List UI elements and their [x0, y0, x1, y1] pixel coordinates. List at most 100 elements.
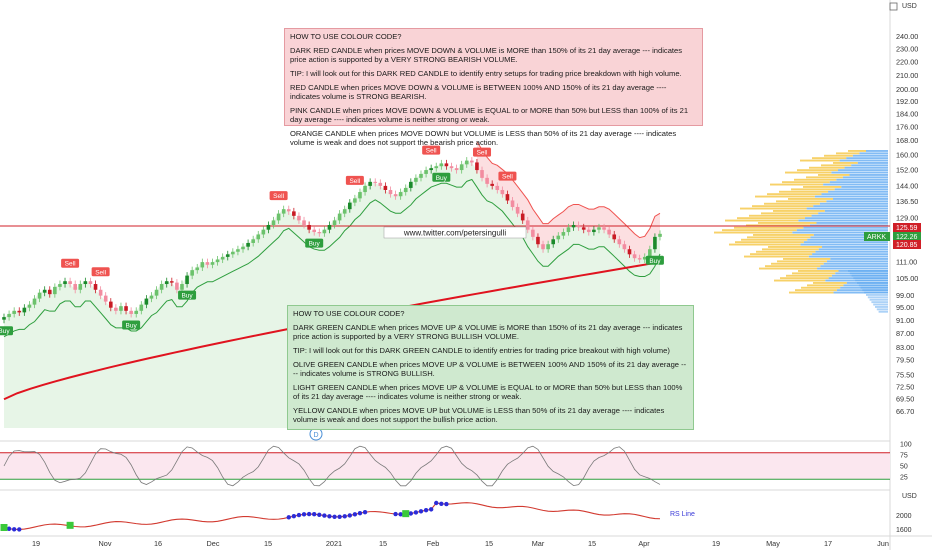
price-tick-label: 129.00 [896, 214, 918, 223]
watermark-box [383, 226, 527, 239]
price-axis[interactable]: 66.70 69.50 72.50 75.50 79.50 83.00 87.00 91.00… [896, 32, 918, 416]
candle-body [409, 181, 413, 188]
candle-body [124, 306, 128, 311]
vp-bar-up [836, 152, 860, 155]
vp-bar-down [867, 296, 888, 299]
time-axis[interactable]: 19 Nov 16 Dec 15 2021 15 Feb 15 Mar 15 Apr 19 May 17 Ju… [32, 539, 889, 548]
candle-body [464, 160, 469, 165]
candle-body [347, 202, 352, 210]
candle-body [658, 233, 662, 237]
candle-body [83, 281, 88, 285]
candle-body [47, 289, 52, 295]
vp-bar-down [829, 181, 888, 184]
rs-line [3, 502, 661, 530]
vp-bar-up [777, 260, 827, 263]
vp-bar-down [815, 250, 888, 253]
candle-body [73, 284, 77, 290]
vp-bar-down [851, 164, 888, 167]
candle-body [551, 239, 556, 245]
time-tick-label: 17 [824, 539, 832, 548]
vp-bar-up [771, 262, 824, 265]
rs-high-marker [17, 527, 22, 532]
candle-body [134, 310, 139, 314]
candle-body [587, 229, 591, 233]
bearish-legend-note: HOW TO USE COLOUR CODE? DARK RED CANDLE … [284, 28, 703, 147]
vp-bar-up [785, 171, 832, 174]
rs-tick-label: 1600 [896, 527, 912, 534]
candle-body [180, 284, 184, 290]
candle-body [434, 166, 439, 169]
candle-body [322, 229, 327, 234]
buy-signal-badge [0, 326, 13, 336]
vp-bar-down [818, 212, 888, 215]
vp-bar-down [816, 222, 888, 224]
vp-bar-down [823, 262, 888, 265]
price-tick-label: 66.70 [896, 407, 914, 416]
vp-bar-down [830, 258, 888, 260]
price-tick-label: 87.00 [896, 329, 914, 338]
candle-body [358, 192, 362, 199]
candle-body [353, 198, 357, 203]
vp-bar-up [729, 243, 801, 246]
vp-bar-down [855, 279, 888, 282]
candle-body [612, 234, 617, 240]
candles[interactable] [2, 157, 662, 324]
vp-bar-up [740, 207, 807, 210]
buy-signal-label: Buy [649, 258, 661, 265]
price-tag-current: 122.26 [896, 234, 918, 241]
candle-body [627, 249, 632, 255]
candle-body [205, 262, 210, 265]
currency-label-top: USD [902, 3, 917, 10]
rs-high-marker [439, 501, 444, 507]
vp-bar-down [810, 236, 888, 239]
vp-bar-up [746, 224, 810, 227]
candle-body [525, 220, 530, 230]
rs-high-marker [322, 513, 327, 518]
rs-high-marker [428, 507, 434, 512]
vp-bar-up [795, 289, 837, 292]
price-tag-upper-bg [893, 223, 921, 232]
candle-body [622, 244, 627, 250]
candle-body [63, 281, 67, 285]
candle-body [32, 298, 37, 305]
candle-body [225, 254, 230, 257]
price-tick-label: 220.00 [896, 57, 918, 66]
buy-signal-badge [432, 172, 451, 182]
time-tick-label: Feb [427, 539, 440, 548]
vp-bar-down [859, 152, 888, 155]
buy-signal-label: Buy [126, 322, 138, 329]
candle-body [114, 307, 118, 311]
candle-body [531, 229, 535, 237]
buy-signal-badge [122, 320, 141, 330]
candle-body [108, 301, 113, 308]
sell-signal-label: Sell [95, 269, 106, 276]
vp-bar-up [782, 181, 830, 184]
vp-bar-down [833, 291, 888, 294]
time-tick-label: May [766, 539, 780, 548]
vp-bar-up [779, 190, 829, 193]
vp-bar-up [809, 166, 845, 169]
vp-bar-down [841, 186, 888, 188]
vp-bar-down [823, 183, 888, 186]
dividend-marker-label: D [313, 432, 318, 439]
vp-bar-down [862, 289, 888, 292]
time-tick-label: 15 [588, 539, 596, 548]
rs-panel: 2000 1600 [0, 500, 912, 534]
vp-bar-down [851, 274, 888, 277]
rs-high-marker [327, 514, 332, 519]
candle-body [571, 225, 576, 228]
stoch-line [3, 445, 661, 487]
rs-new-high-marker [66, 521, 74, 529]
candle-body [58, 284, 62, 287]
symbol-tag: ARKK [867, 234, 886, 241]
candle-body [144, 298, 149, 305]
settings-icon[interactable] [889, 2, 898, 11]
vp-bar-down [857, 162, 888, 164]
buy-signal-badge [305, 238, 324, 248]
vp-bar-up [794, 178, 837, 181]
candle-body [378, 182, 383, 186]
time-tick-label: Nov [99, 539, 112, 548]
vp-bar-down [848, 270, 888, 272]
candle-body [317, 232, 322, 234]
candle-body [312, 229, 317, 233]
